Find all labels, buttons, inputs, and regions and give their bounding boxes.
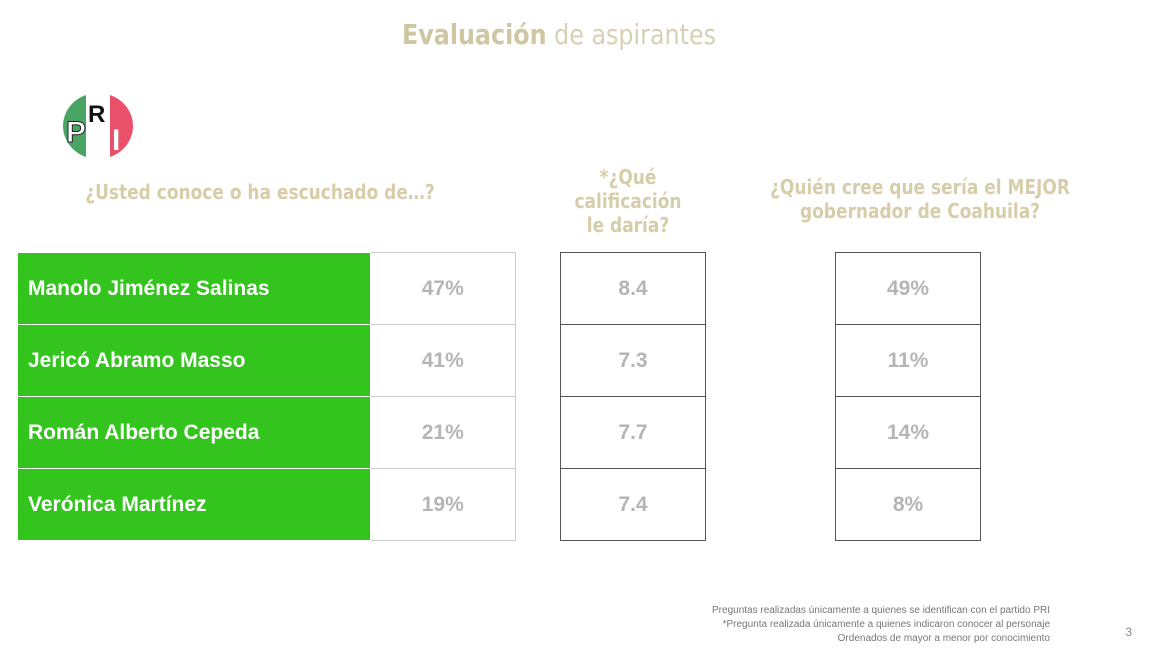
mejor-value: 49% xyxy=(835,252,981,325)
calificacion-value: 7.3 xyxy=(560,324,706,397)
title-bold: Evaluación xyxy=(402,18,547,51)
candidate-name: Jericó Abramo Masso xyxy=(18,324,371,397)
svg-text:I: I xyxy=(112,124,120,157)
footnote: Ordenados de mayor a menor por conocimie… xyxy=(837,633,1050,644)
candidate-name: Verónica Martínez xyxy=(18,468,371,541)
mejor-value: 8% xyxy=(835,468,981,541)
question-calificacion: *¿Qué calificación le daría? xyxy=(574,165,682,237)
candidate-name: Román Alberto Cepeda xyxy=(18,396,371,469)
title-rest: de aspirantes xyxy=(546,18,716,51)
footnote: Preguntas realizadas únicamente a quiene… xyxy=(712,605,1050,616)
table-row: 8% xyxy=(835,468,981,541)
mejor-value: 11% xyxy=(835,324,981,397)
calificacion-value: 7.7 xyxy=(560,396,706,469)
table-row: Román Alberto Cepeda 21% xyxy=(18,396,516,469)
mejor-table: 49% 11% 14% 8% xyxy=(835,252,981,541)
question-conoce: ¿Usted conoce o ha escuchado de…? xyxy=(85,180,435,204)
table-row: 14% xyxy=(835,396,981,469)
candidate-name: Manolo Jiménez Salinas xyxy=(18,252,371,325)
table-row: 49% xyxy=(835,252,981,325)
calificacion-value: 8.4 xyxy=(560,252,706,325)
conoce-value: 47% xyxy=(369,252,516,325)
table-row: Manolo Jiménez Salinas 47% xyxy=(18,252,516,325)
mejor-value: 14% xyxy=(835,396,981,469)
question-mejor: ¿Quién cree que sería el MEJOR gobernado… xyxy=(770,175,1070,223)
table-row: 8.4 xyxy=(560,252,706,325)
conoce-value: 19% xyxy=(369,468,516,541)
table-row: Verónica Martínez 19% xyxy=(18,468,516,541)
svg-text:R: R xyxy=(88,101,105,128)
table-row: 7.4 xyxy=(560,468,706,541)
conoce-value: 41% xyxy=(369,324,516,397)
footnote: *Pregunta realizada únicamente a quienes… xyxy=(722,619,1050,630)
footnotes: Preguntas realizadas únicamente a quiene… xyxy=(712,604,1050,646)
svg-text:P: P xyxy=(66,116,86,149)
calificacion-table: 8.4 7.3 7.7 7.4 xyxy=(560,252,706,541)
table-row: Jericó Abramo Masso 41% xyxy=(18,324,516,397)
table-row: 7.3 xyxy=(560,324,706,397)
table-row: 11% xyxy=(835,324,981,397)
conoce-value: 21% xyxy=(369,396,516,469)
conocimiento-table: Manolo Jiménez Salinas 47% Jericó Abramo M… xyxy=(18,252,516,541)
page-number: 3 xyxy=(1125,625,1132,639)
page-title: Evaluación de aspirantes xyxy=(84,18,1034,51)
table-row: 7.7 xyxy=(560,396,706,469)
pri-logo: P R I xyxy=(63,93,133,159)
calificacion-value: 7.4 xyxy=(560,468,706,541)
